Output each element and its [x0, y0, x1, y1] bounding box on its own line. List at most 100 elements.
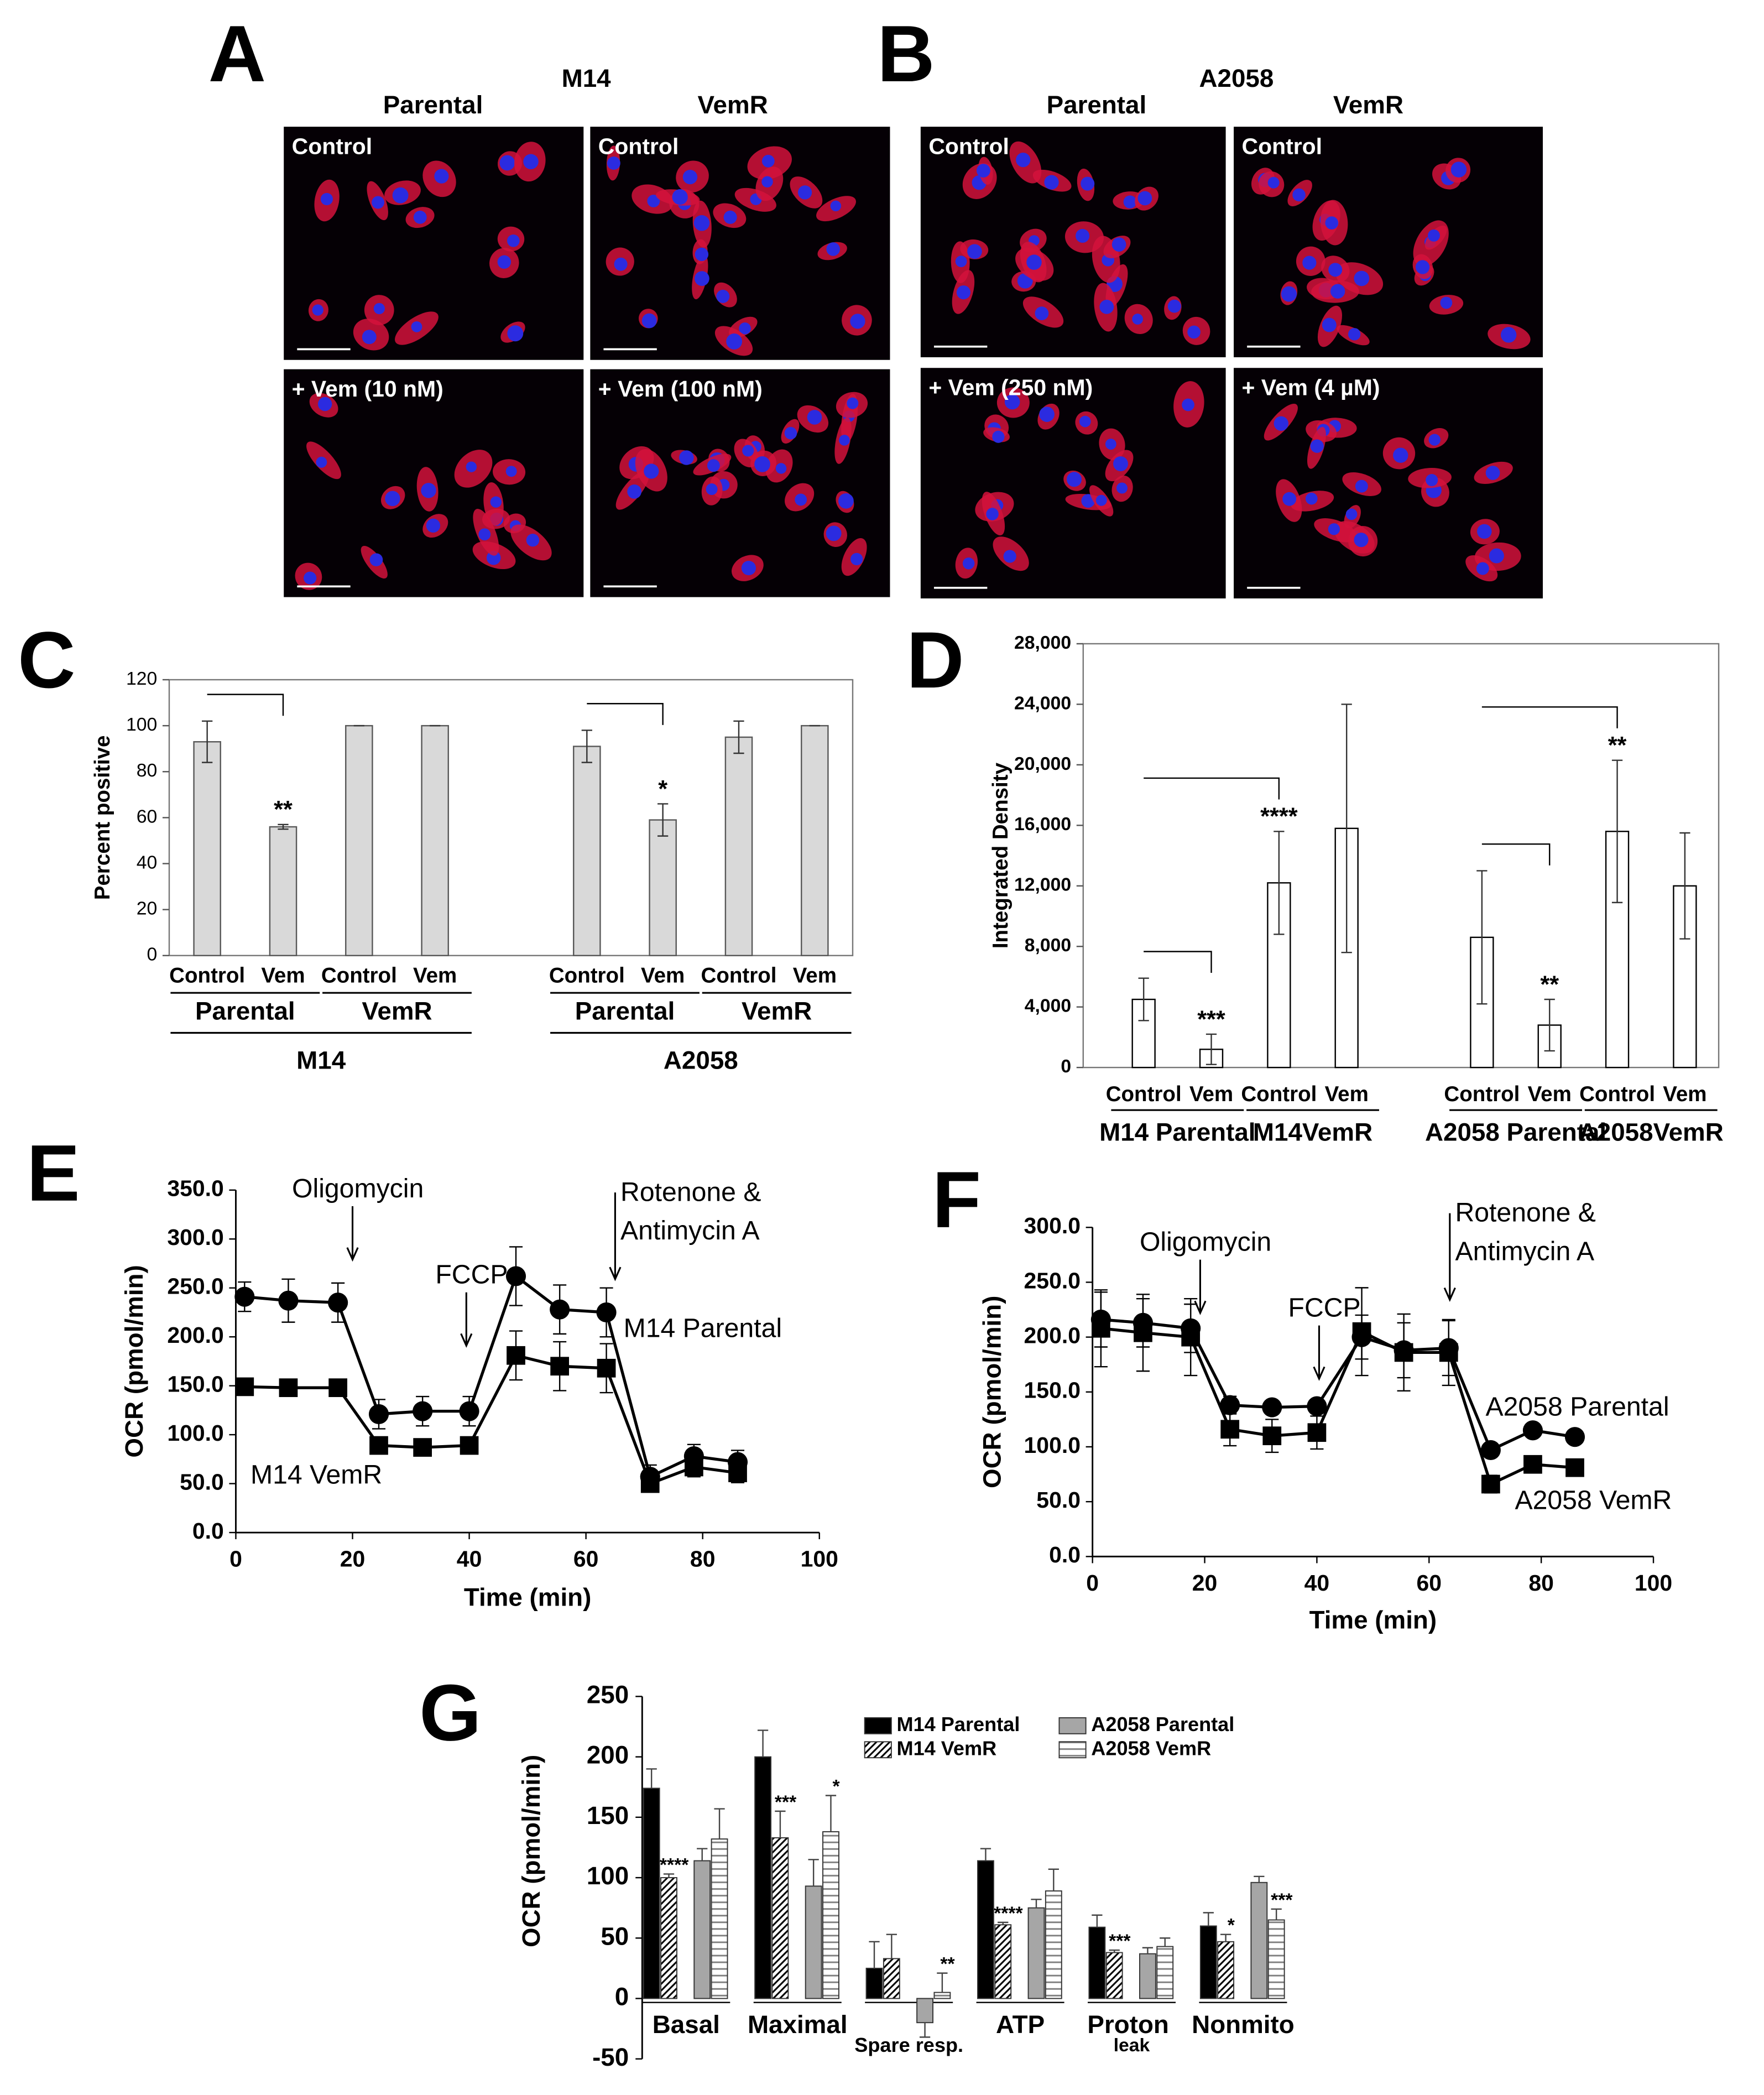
- marker: [278, 1290, 299, 1311]
- y-tick-label: 20: [137, 898, 158, 919]
- error-bar: [663, 1873, 675, 1878]
- error-bar: [1544, 998, 1555, 1052]
- bar: [1217, 1941, 1235, 1999]
- cell-nucleus: [1354, 533, 1369, 548]
- panel-letter: F: [932, 1155, 981, 1244]
- x-tick-label: Basal: [653, 2010, 720, 2039]
- marker: [1481, 1474, 1500, 1494]
- micrograph: Control: [920, 127, 1226, 357]
- error-bar: [1205, 1033, 1217, 1065]
- cell-nucleus: [797, 185, 812, 200]
- panel-letter: D: [906, 615, 964, 705]
- error-bar: [733, 720, 744, 754]
- y-tick-label: 0.0: [1049, 1542, 1081, 1567]
- bar: [977, 1860, 994, 1999]
- x-tick-label: 0: [229, 1546, 242, 1571]
- x-tick-label: Control: [1579, 1082, 1655, 1106]
- marker: [1307, 1396, 1327, 1416]
- cell-nucleus: [784, 426, 797, 440]
- series-label: A2058 VemR: [1515, 1485, 1672, 1515]
- cell-nucleus: [1016, 153, 1031, 168]
- x-tick-label: 40: [1304, 1570, 1330, 1596]
- y-tick-label: 250.0: [1024, 1268, 1081, 1293]
- cell-nucleus: [1095, 494, 1107, 506]
- marker: [685, 1457, 703, 1477]
- legend-label: M14 Parental: [897, 1713, 1020, 1736]
- cell-nucleus: [739, 322, 751, 335]
- error-bar: [1271, 1908, 1282, 1920]
- cell-nucleus: [1426, 473, 1438, 487]
- cell-nucleus: [507, 325, 524, 342]
- cell-line-label: M14: [562, 64, 612, 92]
- bar: [660, 1877, 677, 1999]
- error-bar: [1142, 1947, 1154, 1954]
- cell-nucleus: [1081, 176, 1095, 191]
- marker: [1565, 1458, 1584, 1477]
- cell-nucleus: [1440, 296, 1453, 309]
- y-tick-label: 250.0: [167, 1274, 223, 1299]
- marker: [1134, 1323, 1152, 1342]
- significance-label: ****: [994, 1903, 1023, 1924]
- cell-nucleus: [647, 194, 660, 207]
- bar: [269, 826, 298, 956]
- y-tick-label: 120: [126, 668, 157, 689]
- bar: [1045, 1890, 1062, 1999]
- annotation-arrow: [346, 1206, 359, 1262]
- subgroup-label: A2058VemR: [1579, 1118, 1724, 1146]
- error-bar: [1611, 759, 1623, 904]
- y-tick-label: 20,000: [1014, 753, 1071, 774]
- significance-label: **: [274, 796, 293, 823]
- tile-label: Control: [292, 133, 373, 159]
- error-bar: [1092, 1914, 1103, 1927]
- cell-nucleus: [1345, 508, 1358, 520]
- cell-nucleus: [1137, 191, 1152, 206]
- tile-label: + Vem (100 nM): [598, 376, 763, 402]
- y-tick-label: 50: [601, 1922, 629, 1950]
- subgroup-label: Parental: [575, 997, 675, 1025]
- bar: [1088, 1926, 1106, 1999]
- x-tick-label: Control: [701, 963, 777, 987]
- marker: [597, 1358, 616, 1378]
- plot-frame: [1082, 643, 1720, 1069]
- subgroup-label: M14VemR: [1253, 1118, 1372, 1146]
- x-tick-label: 100: [801, 1546, 838, 1571]
- y-tick-label: 0: [147, 944, 158, 965]
- error-bar: [886, 1934, 897, 1959]
- marker: [328, 1293, 348, 1313]
- series-line: [244, 1274, 738, 1479]
- x-tick-label: Control: [549, 963, 625, 987]
- cell-nucleus: [392, 187, 409, 204]
- cell-nucleus: [1079, 415, 1091, 428]
- cell-nucleus: [1132, 314, 1144, 325]
- y-axis-title: Integrated Density: [989, 762, 1013, 949]
- bar: [1267, 1919, 1285, 1999]
- cell-nucleus: [754, 456, 770, 472]
- error-bar: [1160, 1937, 1171, 1947]
- column-header: VemR: [698, 91, 768, 119]
- cell-nucleus: [523, 154, 539, 170]
- cell-nucleus: [706, 483, 718, 496]
- marker: [1262, 1397, 1282, 1417]
- annotation-label: Rotenone &: [620, 1177, 761, 1207]
- cell-nucleus: [1099, 299, 1114, 314]
- error-bar: [825, 1795, 837, 1832]
- marker: [1220, 1395, 1240, 1415]
- cell-nucleus: [742, 445, 754, 457]
- cell-nucleus: [955, 256, 967, 268]
- x-axis-title: Time (min): [464, 1583, 592, 1612]
- y-tick-label: 300.0: [1024, 1213, 1081, 1238]
- marker: [1480, 1440, 1501, 1461]
- x-tick-label: Vem: [1325, 1082, 1369, 1106]
- cell-nucleus: [641, 313, 657, 329]
- error-bar: [278, 824, 289, 830]
- bar: [916, 1998, 934, 2024]
- marker: [1522, 1420, 1543, 1441]
- tile-label: Control: [1242, 133, 1323, 159]
- cell-nucleus: [775, 463, 787, 474]
- annotation-arrow: [609, 1192, 622, 1281]
- cell-nucleus: [1428, 229, 1440, 242]
- cell-nucleus: [1325, 216, 1339, 230]
- error-bar: [1203, 1912, 1214, 1926]
- cell-nucleus: [421, 483, 436, 498]
- y-tick-label: 50.0: [1036, 1487, 1081, 1513]
